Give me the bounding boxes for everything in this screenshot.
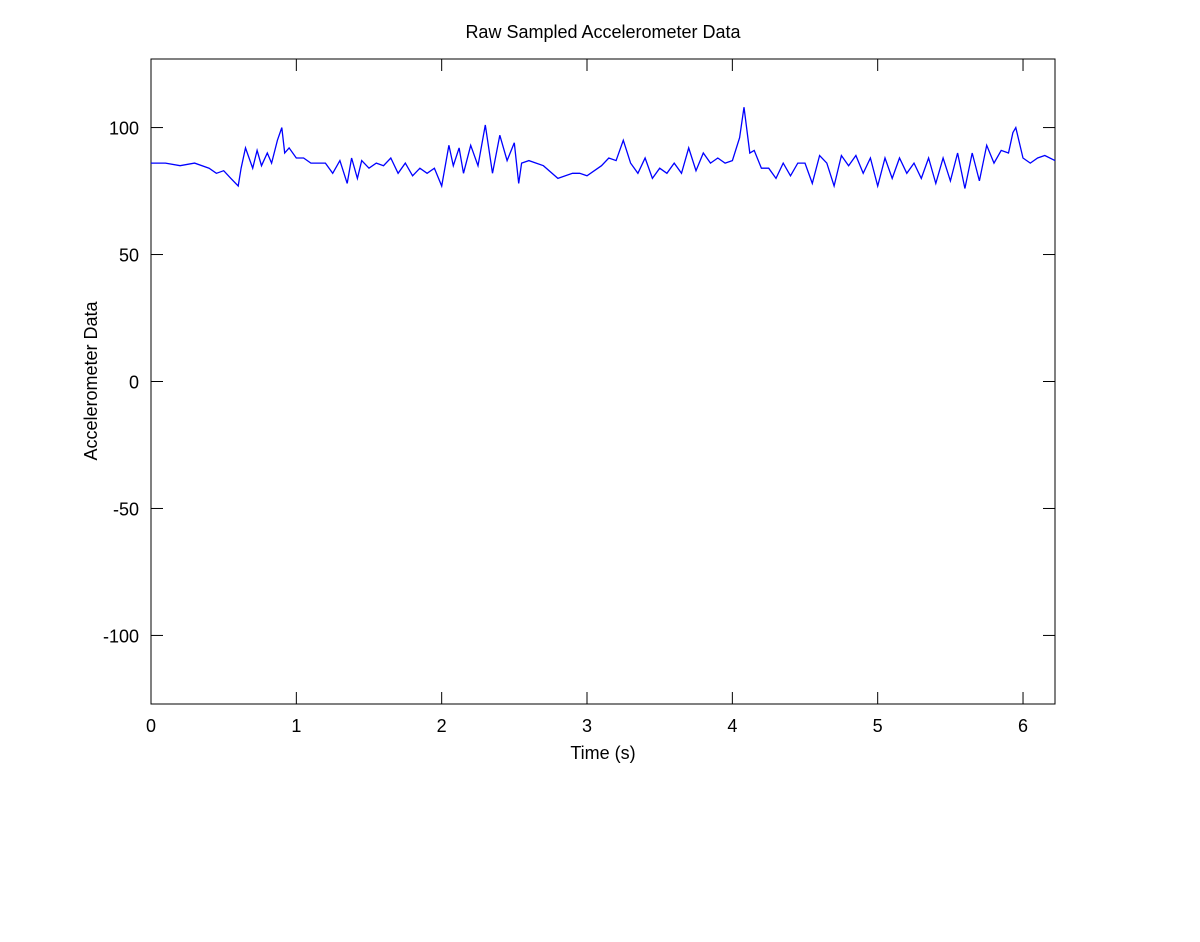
y-tick-label: 0 [129, 373, 139, 393]
x-tick-label: 0 [146, 716, 156, 736]
x-axis-label: Time (s) [570, 743, 635, 763]
plot-frame [150, 58, 1056, 705]
y-axis-label: Accelerometer Data [81, 300, 101, 460]
x-tick-label: 3 [582, 716, 592, 736]
x-tick-label: 1 [291, 716, 301, 736]
ticks-layer [150, 59, 1055, 704]
x-tick-label: 4 [727, 716, 737, 736]
tick-labels-layer: 0 1 2 3 4 5 6 100 50 0 -50 -100 [103, 119, 1028, 736]
y-tick-label: -50 [113, 499, 139, 519]
x-tick-label: 5 [873, 716, 883, 736]
x-tick-label: 6 [1018, 716, 1028, 736]
y-tick-label: 100 [109, 119, 139, 139]
series-line [151, 107, 1056, 189]
y-tick-label: -100 [103, 626, 139, 646]
x-tick-label: 2 [437, 716, 447, 736]
chart-title: Raw Sampled Accelerometer Data [465, 22, 741, 42]
y-tick-label: 50 [119, 246, 139, 266]
